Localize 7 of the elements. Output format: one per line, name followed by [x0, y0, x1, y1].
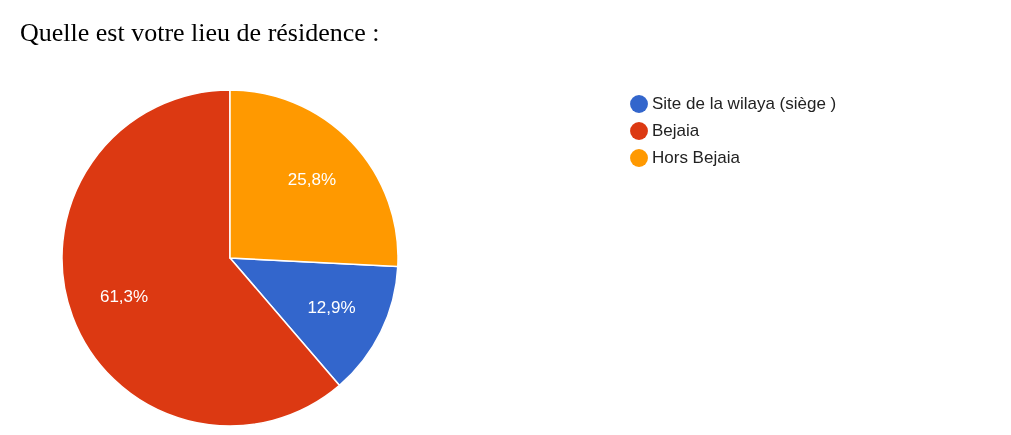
data-label: 61,3% — [99, 287, 149, 307]
legend-label: Hors Bejaia — [652, 148, 741, 167]
data-label: 25,8% — [287, 170, 336, 190]
chart-title: Quelle est votre lieu de résidence : — [20, 18, 380, 47]
legend-label: Bejaia — [652, 121, 700, 140]
legend-label: Site de la wilaya (siège ) — [652, 94, 837, 113]
data-label: 12,9% — [307, 297, 356, 317]
